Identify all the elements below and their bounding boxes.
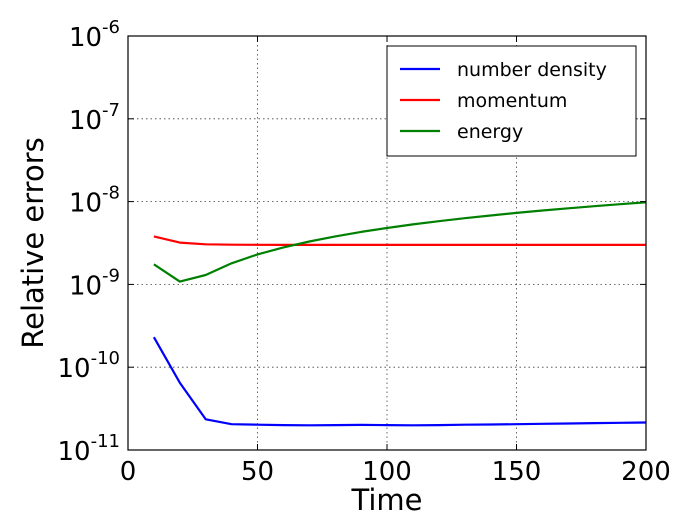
series-line-number-density (152, 336, 647, 427)
x-tick-label: 200 (621, 457, 671, 487)
y-tick-exponent: -8 (102, 183, 120, 204)
y-tick-base: 10 (69, 23, 102, 53)
y-tick-exponent: -6 (102, 17, 120, 38)
x-tick-label: 100 (362, 457, 412, 487)
y-tick-base: 10 (69, 106, 102, 136)
label-layer: Time Relative errors (16, 137, 422, 517)
y-tick-exponent: -7 (102, 100, 120, 121)
y-tick-label: 10-9 (69, 265, 120, 301)
legend-label-momentum: momentum (457, 90, 567, 112)
legend: number density momentum energy (386, 45, 637, 157)
y-axis-label: Relative errors (16, 137, 50, 348)
y-tick-exponent: -10 (91, 348, 120, 369)
y-tick-label: 10-10 (58, 348, 121, 384)
legend-label-number-density: number density (457, 59, 607, 81)
y-tick-label: 10-6 (69, 17, 120, 53)
x-axis-label: Time (351, 483, 423, 517)
x-tick-label: 150 (492, 457, 542, 487)
legend-label-energy: energy (457, 121, 523, 143)
y-tick-base: 10 (69, 271, 102, 301)
y-tick-label: 10-7 (69, 100, 120, 136)
x-tick-label: 0 (120, 457, 137, 487)
series-line-energy (153, 201, 647, 283)
x-tick-label: 50 (241, 457, 274, 487)
y-tick-exponent: -11 (91, 431, 120, 452)
series-layer (152, 201, 647, 427)
series-line-momentum (153, 235, 646, 246)
y-tick-label: 10-11 (58, 431, 121, 467)
y-tick-exponent: -9 (102, 265, 120, 286)
y-tick-base: 10 (58, 437, 91, 467)
y-tick-label: 10-8 (69, 183, 120, 219)
y-tick-base: 10 (58, 354, 91, 384)
y-tick-base: 10 (69, 189, 102, 219)
